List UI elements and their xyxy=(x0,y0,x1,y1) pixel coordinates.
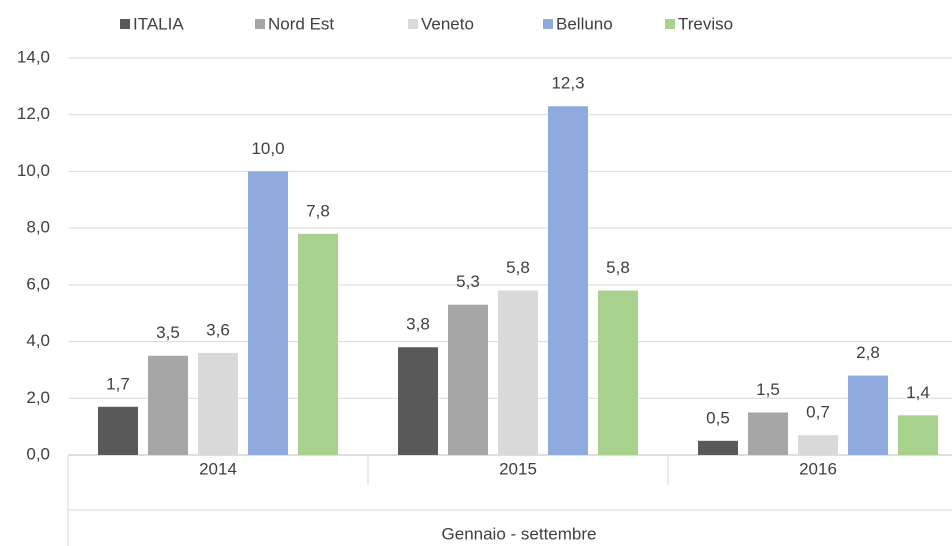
legend-swatch xyxy=(665,19,675,29)
legend-swatch xyxy=(408,19,418,29)
bar xyxy=(748,412,788,455)
value-label: 5,8 xyxy=(606,258,630,277)
bar xyxy=(448,304,488,455)
x-tick-label: 2015 xyxy=(499,459,537,478)
y-tick-label: 6,0 xyxy=(26,274,50,293)
value-label: 5,8 xyxy=(506,258,530,277)
y-tick-label: 2,0 xyxy=(26,388,50,407)
y-tick-label: 0,0 xyxy=(26,444,50,463)
y-tick-label: 10,0 xyxy=(17,161,50,180)
bar xyxy=(598,290,638,455)
value-label: 5,3 xyxy=(456,272,480,291)
bar xyxy=(398,347,438,455)
value-label: 1,4 xyxy=(906,383,930,402)
legend-label: Belluno xyxy=(556,14,613,33)
bar xyxy=(698,440,738,455)
bar xyxy=(248,171,288,455)
y-tick-label: 12,0 xyxy=(17,104,50,123)
x-tick-label: 2016 xyxy=(799,459,837,478)
bar xyxy=(798,435,838,455)
bar xyxy=(148,355,188,455)
value-label: 7,8 xyxy=(306,201,330,220)
bar xyxy=(298,233,338,455)
value-label: 1,5 xyxy=(756,380,780,399)
y-tick-label: 8,0 xyxy=(26,218,50,237)
bar xyxy=(198,352,238,455)
bar xyxy=(548,106,588,455)
bar xyxy=(898,415,938,455)
value-label: 0,7 xyxy=(806,403,830,422)
value-label: 3,5 xyxy=(156,323,180,342)
legend-swatch xyxy=(120,19,130,29)
legend-label: ITALIA xyxy=(133,14,184,33)
value-label: 3,6 xyxy=(206,320,230,339)
value-label: 1,7 xyxy=(106,374,130,393)
value-label: 10,0 xyxy=(251,139,284,158)
value-label: 0,5 xyxy=(706,408,730,427)
value-label: 2,8 xyxy=(856,343,880,362)
x-tick-label: 2014 xyxy=(199,459,237,478)
legend-swatch xyxy=(543,19,553,29)
x-axis-label: Gennaio - settembre xyxy=(442,524,597,543)
legend-label: Nord Est xyxy=(268,14,334,33)
y-tick-label: 4,0 xyxy=(26,331,50,350)
y-tick-label: 14,0 xyxy=(17,47,50,66)
bar xyxy=(98,406,138,455)
legend-swatch xyxy=(255,19,265,29)
value-label: 3,8 xyxy=(406,315,430,334)
bar xyxy=(498,290,538,455)
legend-label: Treviso xyxy=(678,14,733,33)
bar xyxy=(848,375,888,455)
legend-label: Veneto xyxy=(421,14,474,33)
value-label: 12,3 xyxy=(551,74,584,93)
